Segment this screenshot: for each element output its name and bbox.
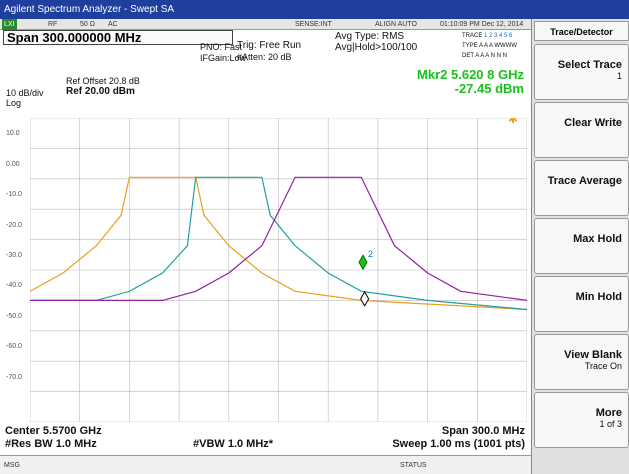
- max-hold-key[interactable]: Max Hold: [534, 218, 629, 274]
- sweep-label: Sweep 1.00 ms (1001 pts): [392, 438, 525, 450]
- avg-hold-label: Avg|Hold>100/100: [335, 42, 418, 53]
- status-row: LXI RF 50 Ω AC SENSE:INT ALIGN AUTO 01:1…: [0, 19, 531, 30]
- rf-label: RF: [48, 21, 58, 28]
- grid: [30, 118, 527, 422]
- more-key[interactable]: More 1 of 3: [534, 392, 629, 448]
- y-tick-label: 0.00: [6, 160, 20, 168]
- scale-per-div: 10 dB/div: [6, 88, 44, 98]
- vbw-label: #VBW 1.0 MHz*: [193, 438, 274, 450]
- trace-average-key[interactable]: Trace Average: [534, 160, 629, 216]
- scale-mode-label: Log: [6, 98, 22, 108]
- traces: [30, 176, 527, 311]
- title-bar: Agilent Spectrum Analyzer - Swept SA: [0, 0, 629, 19]
- avg-type-label: Avg Type: RMS: [335, 31, 405, 42]
- spectrum-plot: 2✱: [30, 118, 527, 422]
- marker-frequency: Mkr2 5.620 8 GHz: [417, 67, 524, 82]
- ifgain-label: IFGain:Low: [200, 53, 247, 63]
- marker-amplitude: -27.45 dBm: [454, 81, 524, 96]
- trig-label: Trig: Free Run: [237, 40, 302, 51]
- res-bw-label: #Res BW 1.0 MHz: [5, 438, 97, 450]
- y-tick-label: 10.0: [6, 130, 20, 138]
- marker-readout: Mkr2 5.620 8 GHz -27.45 dBm: [417, 68, 524, 96]
- trace-3-line: [30, 176, 527, 301]
- marker-1-diamond: [360, 290, 370, 307]
- min-hold-key[interactable]: Min Hold: [534, 276, 629, 332]
- marker-2-diamond: [358, 254, 368, 271]
- spectrum-graph[interactable]: 2 ✱: [30, 118, 527, 422]
- select-trace-key[interactable]: Select Trace 1: [534, 44, 629, 100]
- pno-label: PNO: Fast: [200, 42, 243, 52]
- softkey-menu-title: Trace/Detector: [534, 21, 629, 41]
- atten-label: #Atten: 20 dB: [237, 52, 292, 62]
- sense-label: SENSE:INT: [295, 21, 332, 28]
- y-tick-label: -30.0: [6, 252, 22, 259]
- trace-1-line: [30, 176, 527, 311]
- ref-level-label: Ref 20.00 dBm: [66, 86, 135, 97]
- marker-2-label: 2: [368, 249, 373, 259]
- markers: 2✱: [358, 118, 518, 307]
- span-display[interactable]: Span 300.000000 MHz: [3, 30, 233, 45]
- clear-write-key[interactable]: Clear Write: [534, 102, 629, 158]
- y-tick-label: -40.0: [6, 282, 22, 290]
- ref-offset-label: Ref Offset 20.8 dB: [66, 76, 140, 86]
- y-tick-label: -70.0: [6, 373, 22, 381]
- y-tick-label: -60.0: [6, 343, 22, 351]
- softkey-panel: Trace/Detector Select Trace 1 Clear Write…: [531, 19, 629, 474]
- y-tick-label: -20.0: [6, 221, 22, 229]
- trace-info: TRACE 1 2 3 4 5 6 TYPE A A A WWWW DET A …: [462, 33, 518, 59]
- y-tick-label: -50.0: [6, 312, 22, 320]
- coupling-label: AC: [108, 21, 118, 28]
- impedance-label: 50 Ω: [80, 21, 95, 28]
- view-blank-key[interactable]: View Blank Trace On: [534, 334, 629, 390]
- status-label: STATUS: [400, 462, 427, 469]
- msg-label: MSG: [4, 462, 20, 469]
- lxi-indicator: LXI: [2, 19, 17, 30]
- span-label: Span 300.0 MHz: [441, 425, 525, 437]
- message-bar: MSG STATUS: [0, 455, 531, 474]
- datetime-label: 01:10:09 PM Dec 12, 2014: [440, 21, 524, 28]
- align-label: ALIGN AUTO: [375, 21, 417, 28]
- y-tick-label: -10.0: [6, 191, 22, 199]
- center-freq-label: Center 5.5700 GHz: [5, 425, 102, 437]
- star-icon: ✱: [508, 118, 518, 126]
- trace-2-line: [30, 176, 527, 311]
